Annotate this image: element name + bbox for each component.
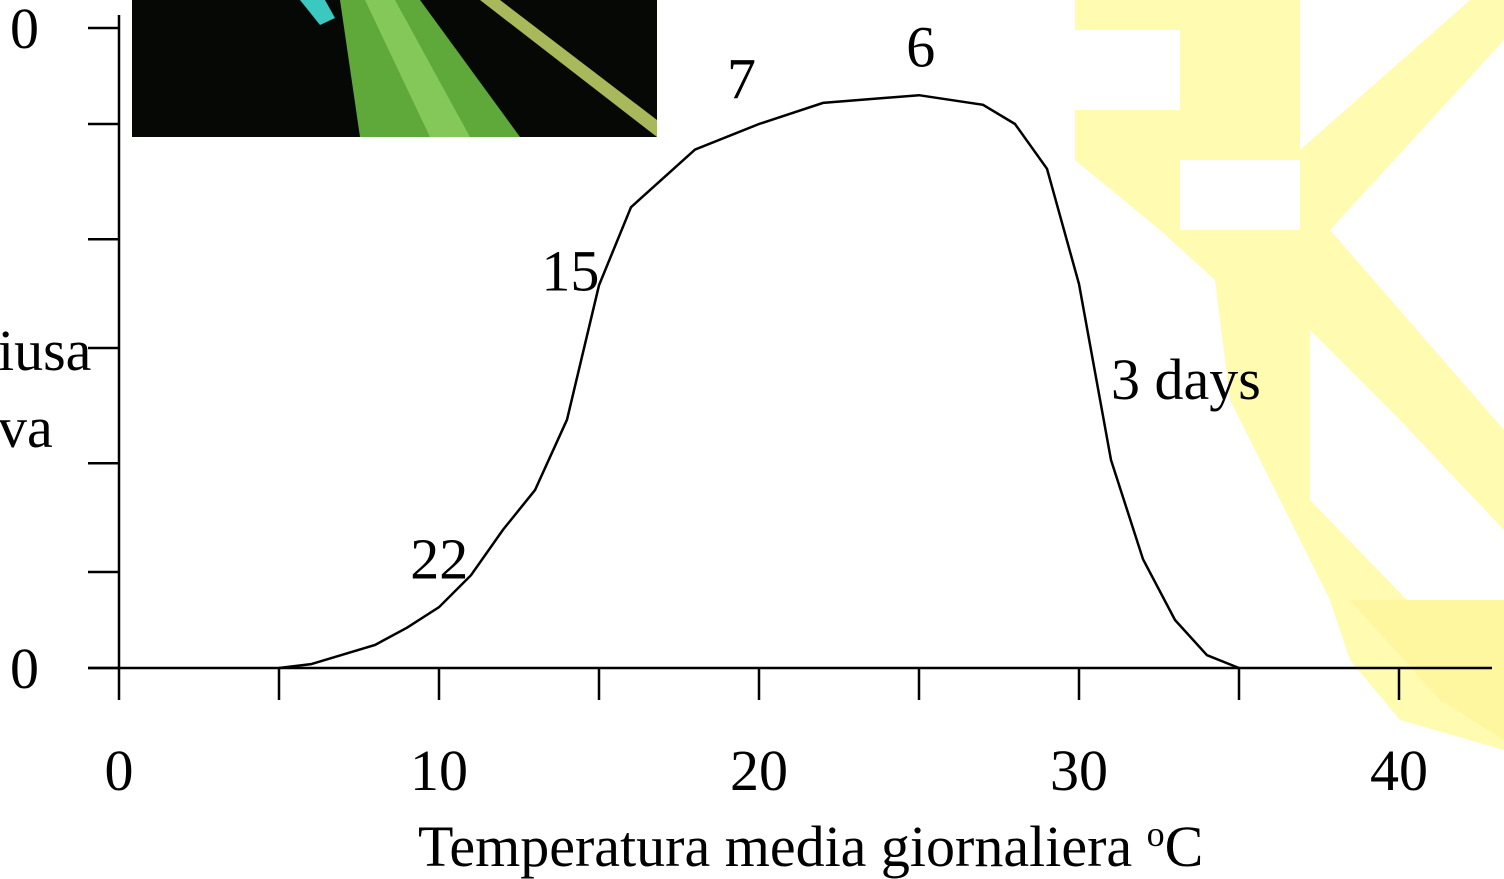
y-axis-label: va bbox=[0, 395, 53, 460]
x-axis-label: Temperatura media giornaliera oC bbox=[418, 814, 1203, 879]
x-tick-label: 30 bbox=[1050, 738, 1108, 803]
x-tick-label: 20 bbox=[730, 738, 788, 803]
y-tick-label: 0 bbox=[10, 636, 39, 701]
photo bbox=[132, 0, 657, 137]
y-tick-label: 0 bbox=[10, 0, 39, 61]
x-tick-label: 40 bbox=[1370, 738, 1428, 803]
x-tick-label: 10 bbox=[410, 738, 468, 803]
annotation: 6 bbox=[906, 14, 935, 79]
annotation: 22 bbox=[410, 526, 468, 591]
x-label-text: Temperatura media giornaliera bbox=[418, 814, 1132, 879]
x-label-unit: C bbox=[1165, 814, 1204, 879]
annotation: 3 days bbox=[1111, 347, 1261, 412]
annotation: 15 bbox=[541, 238, 599, 303]
curve bbox=[278, 93, 1240, 670]
x-label-sup: o bbox=[1147, 814, 1165, 854]
x-tick-label: 0 bbox=[105, 738, 134, 803]
y-axis-label: iusa bbox=[0, 318, 91, 383]
annotation: 7 bbox=[727, 46, 756, 111]
watermark-logo bbox=[1075, 0, 1504, 750]
